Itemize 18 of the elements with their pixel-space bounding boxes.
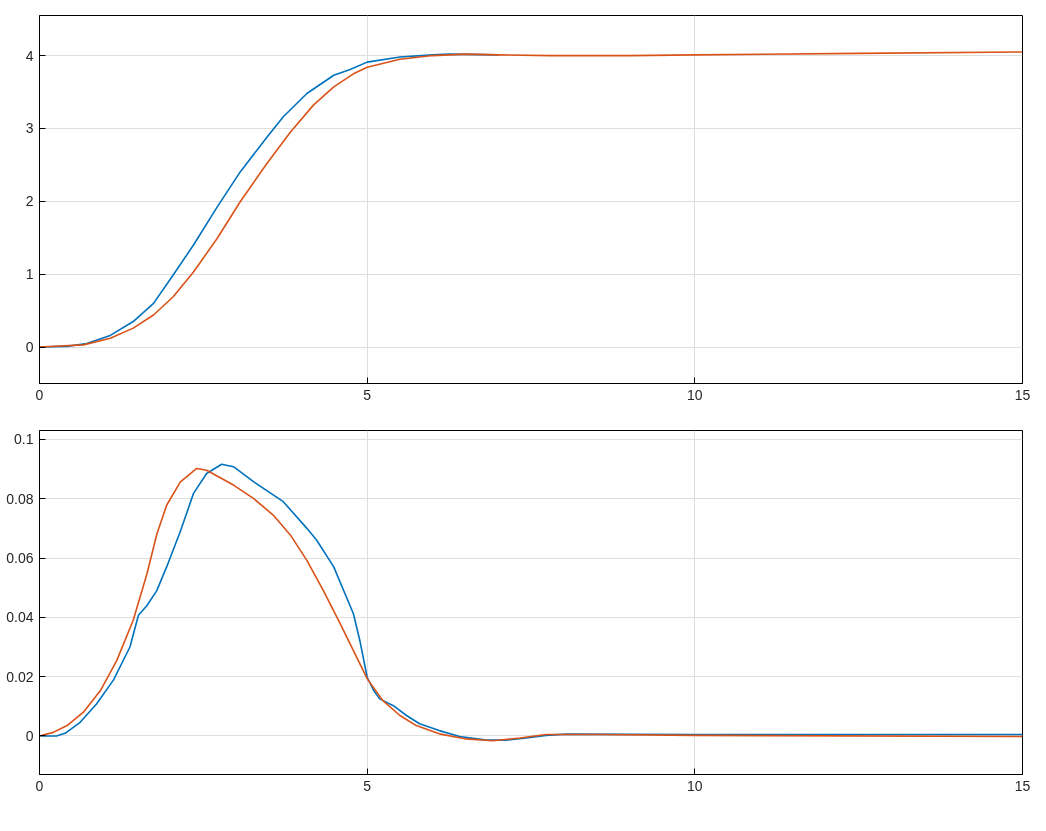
y-tick-label: 0.04 [6, 609, 34, 626]
x-tick-label: 10 [687, 777, 703, 794]
x-tick-label: 15 [1014, 386, 1031, 403]
x-tick-label: 5 [363, 777, 372, 794]
x-tick-label: 15 [1014, 777, 1031, 794]
y-tick-label: 0.02 [6, 668, 34, 685]
y-tick-label: 0.06 [6, 550, 34, 567]
y-tick-label: 1 [25, 266, 34, 283]
y-tick-label: 4 [25, 47, 34, 64]
line-series [39, 51, 1023, 348]
y-tick-label: 2 [25, 193, 34, 210]
x-tick-label: 10 [687, 386, 703, 403]
y-tick-label: 0 [25, 727, 34, 744]
y-tick-label: 0 [25, 339, 34, 356]
y-tick-label: 0.1 [14, 431, 34, 448]
y-tick-label: 0.08 [6, 490, 34, 507]
x-tick-label: 5 [363, 386, 372, 403]
y-tick-label: 3 [25, 120, 34, 137]
